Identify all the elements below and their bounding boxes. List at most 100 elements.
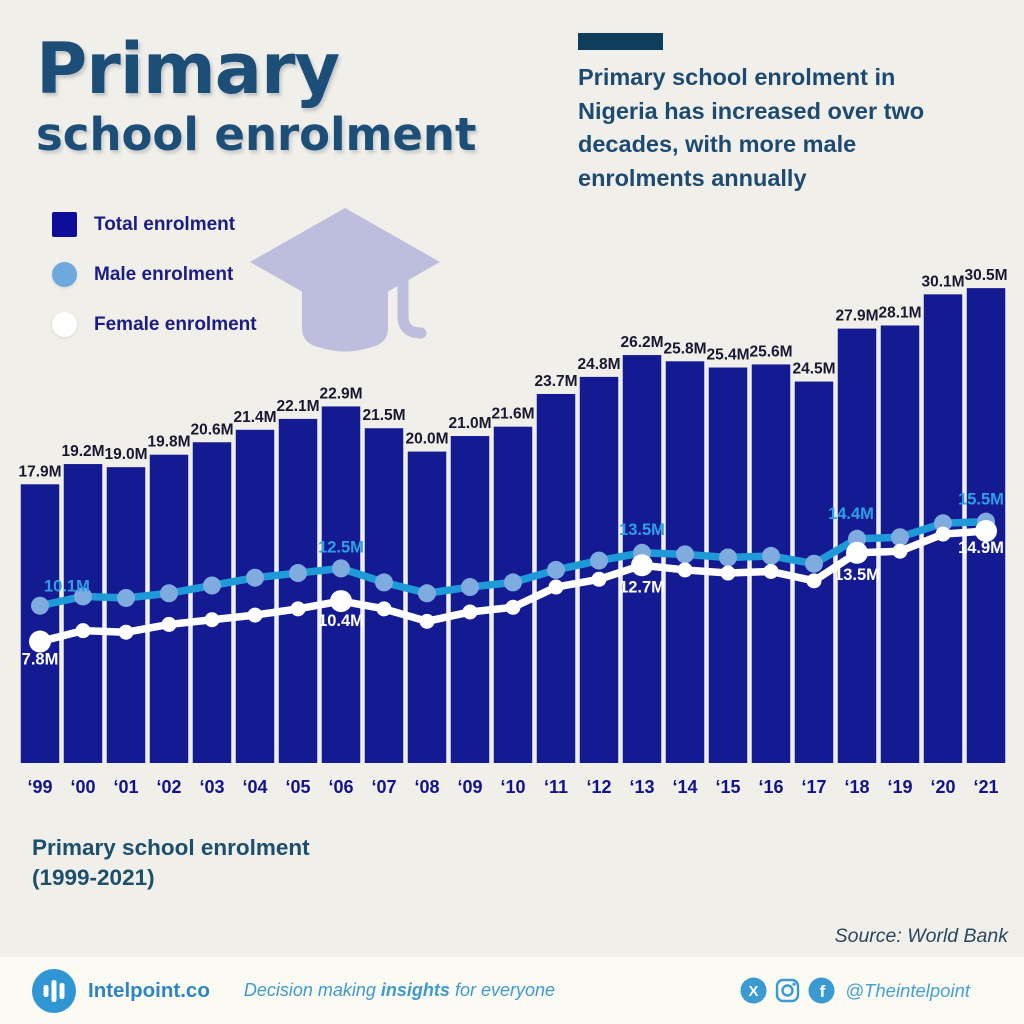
subtitle-block: Primary school enrolment in Nigeria has …	[578, 33, 1008, 195]
x-axis-label: ‘05	[285, 777, 310, 797]
x-axis-label: ‘04	[242, 777, 267, 797]
x-axis-label: ‘11	[544, 777, 568, 797]
male-point	[246, 568, 264, 587]
bar-value-label: 25.8M	[663, 340, 706, 357]
social-icons: X f	[740, 977, 842, 1004]
total-bar	[149, 454, 189, 763]
female-point	[591, 571, 607, 587]
x-axis-label: ‘14	[672, 777, 697, 797]
male-point	[934, 514, 952, 533]
bar-value-label: 23.7M	[534, 373, 577, 390]
female-point	[846, 541, 868, 564]
male-point	[289, 564, 307, 583]
x-axis-label: ‘18	[844, 777, 869, 797]
female-point	[505, 599, 521, 615]
chart-caption: Primary school enrolment (1999-2021)	[32, 833, 310, 893]
tagline-pre: Decision making	[243, 980, 381, 1000]
male-point	[891, 528, 909, 547]
male-point	[676, 545, 694, 564]
bar-value-label: 25.6M	[749, 343, 792, 360]
bar-value-label: 20.6M	[190, 421, 233, 438]
bar-value-label: 19.2M	[61, 443, 104, 460]
male-point	[504, 573, 522, 592]
x-axis-label: ‘09	[457, 777, 482, 797]
female-point	[806, 573, 822, 589]
x-icon[interactable]: X	[740, 977, 767, 1004]
footer-bar: Intelpoint.co Decision making insights f…	[0, 957, 1024, 1024]
bar-value-label: 24.5M	[792, 361, 835, 378]
male-point	[375, 573, 393, 592]
total-bar	[106, 467, 146, 763]
page-title-line1: Primary	[36, 28, 340, 110]
x-axis-label: ‘08	[414, 777, 439, 797]
bar-value-label: 24.8M	[577, 356, 620, 373]
bar-value-label: 26.2M	[620, 334, 663, 351]
female-swatch-icon	[52, 312, 77, 337]
male-point	[461, 578, 479, 597]
x-axis-label: ‘10	[500, 777, 525, 797]
male-point	[203, 576, 221, 595]
female-point	[161, 616, 177, 632]
x-axis-label: ‘13	[629, 777, 654, 797]
female-point	[462, 604, 478, 620]
bar-value-label: 17.9M	[18, 463, 61, 480]
bar-value-label: 22.9M	[319, 385, 362, 402]
legend-item-total: Total enrolment	[52, 212, 257, 237]
total-bar	[579, 376, 619, 763]
male-value-label: 13.5M	[619, 521, 665, 539]
subtitle-text: Primary school enrolment in Nigeria has …	[578, 61, 1008, 195]
chart-caption-line1: Primary school enrolment	[32, 835, 310, 860]
female-point	[763, 563, 779, 579]
total-bar	[278, 418, 318, 763]
female-point	[892, 543, 908, 559]
svg-text:X: X	[749, 983, 759, 1000]
social-handle: @Theintelpoint	[845, 979, 970, 1001]
x-axis-label: ‘06	[328, 777, 353, 797]
female-point	[118, 624, 134, 640]
total-bar	[20, 484, 60, 763]
female-point	[677, 562, 693, 578]
page-title-line2: school enrolment	[36, 108, 477, 161]
legend-label: Female enrolment	[94, 313, 257, 335]
male-value-label: 12.5M	[318, 538, 364, 556]
chart-legend: Total enrolment Male enrolment Female en…	[52, 212, 257, 362]
bar-value-label: 21.5M	[362, 407, 405, 424]
total-bar	[63, 464, 103, 763]
male-swatch-icon	[52, 262, 77, 287]
male-point	[418, 584, 436, 603]
page-title: Primary school enrolment	[36, 34, 476, 157]
x-axis-label: ‘12	[586, 777, 611, 797]
female-point	[419, 613, 435, 629]
accent-bar	[578, 33, 663, 50]
bar-value-label: 21.4M	[233, 409, 276, 426]
male-point	[590, 551, 608, 570]
bar-value-label: 20.0M	[405, 431, 448, 448]
instagram-icon[interactable]	[774, 977, 801, 1004]
male-point	[332, 559, 350, 578]
x-axis-label: ‘17	[801, 777, 826, 797]
female-point	[330, 590, 352, 613]
tagline-bold: insights	[380, 980, 450, 1000]
female-point	[247, 607, 263, 623]
tagline-post: for everyone	[449, 980, 555, 1000]
bar-value-label: 30.1M	[921, 273, 964, 290]
brand-name: Intelpoint.co	[88, 978, 210, 1002]
footer-tagline: Decision making insights for everyone	[244, 980, 555, 1001]
female-value-label: 7.8M	[22, 651, 59, 669]
female-value-label: 10.4M	[318, 612, 364, 630]
female-value-label: 12.7M	[619, 578, 665, 596]
bar-value-label: 27.9M	[835, 308, 878, 325]
bar-value-label: 30.5M	[964, 267, 1007, 284]
facebook-icon[interactable]: f	[808, 977, 835, 1004]
male-point	[719, 548, 737, 567]
male-value-label: 10.1M	[44, 578, 90, 596]
legend-label: Male enrolment	[94, 263, 234, 285]
legend-label: Total enrolment	[94, 213, 236, 235]
female-point	[548, 579, 564, 595]
bar-value-label: 19.0M	[104, 446, 147, 463]
male-point	[31, 596, 49, 615]
x-axis-label: ‘20	[930, 777, 955, 797]
male-point	[117, 588, 135, 607]
